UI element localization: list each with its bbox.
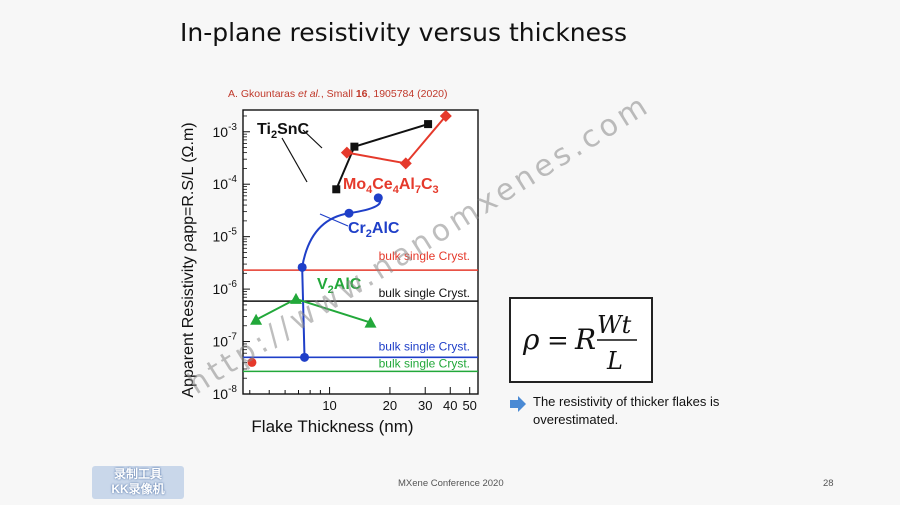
data-point bbox=[332, 185, 341, 194]
bulk-reference-label: bulk single Cryst. bbox=[379, 249, 470, 263]
data-point bbox=[373, 193, 383, 203]
y-tick-label: 10-8 bbox=[213, 384, 238, 402]
label-pointer-line bbox=[319, 213, 349, 227]
svg-text:Wt: Wt bbox=[597, 311, 632, 339]
y-tick-label: 10-5 bbox=[213, 227, 238, 245]
resistivity-equation: ρ = R Wt L bbox=[522, 311, 637, 375]
data-point bbox=[250, 313, 263, 325]
arrow-right-icon bbox=[510, 396, 526, 412]
bulk-reference-label: bulk single Cryst. bbox=[379, 286, 470, 300]
conference-footer: MXene Conference 2020 bbox=[398, 478, 504, 489]
y-tick-label: 10-3 bbox=[213, 122, 238, 140]
equation-box: ρ = R Wt L bbox=[509, 297, 653, 383]
series-label: V2AlC bbox=[317, 276, 362, 296]
y-axis-label: Apparent Resistivity ρapp=R.S/L (Ω.m) bbox=[180, 122, 197, 397]
series-label: Mo4Ce4Al7C3 bbox=[343, 176, 439, 196]
data-point bbox=[439, 109, 452, 122]
data-point bbox=[424, 120, 433, 129]
data-point bbox=[344, 208, 354, 218]
svg-text:L: L bbox=[606, 347, 623, 375]
citation-volume: 16 bbox=[355, 88, 368, 100]
citation: A. Gkountaras et al., Small 16, 1905784 … bbox=[228, 88, 448, 100]
page-number: 28 bbox=[823, 478, 834, 489]
citation-authors: A. Gkountaras bbox=[228, 88, 299, 100]
citation-etal: et al. bbox=[298, 88, 321, 100]
recorder-watermark-badge: 录制工具 KK录像机 bbox=[92, 466, 184, 499]
series-label: Cr2AlC bbox=[348, 220, 400, 240]
slide-title: In-plane resistivity versus thickness bbox=[180, 18, 628, 47]
data-point bbox=[300, 352, 310, 362]
y-tick-label: 10-4 bbox=[213, 174, 238, 192]
y-tick-label: 10-7 bbox=[213, 332, 238, 350]
y-tick-label: 10-6 bbox=[213, 279, 238, 297]
data-point bbox=[247, 357, 257, 367]
label-pointer-line bbox=[281, 137, 308, 183]
data-point bbox=[340, 146, 353, 159]
stamp-line-2: KK录像机 bbox=[111, 482, 165, 496]
x-tick-label: 50 bbox=[462, 398, 476, 413]
svg-text:ρ: ρ bbox=[522, 323, 540, 356]
x-tick-label: 20 bbox=[383, 398, 397, 413]
citation-journal: , Small bbox=[320, 88, 356, 100]
x-tick-label: 40 bbox=[443, 398, 457, 413]
data-point bbox=[297, 262, 307, 272]
x-tick-label: 10 bbox=[322, 398, 336, 413]
plot-frame bbox=[242, 109, 479, 395]
label-pointer-line bbox=[302, 129, 323, 149]
svg-text:R: R bbox=[574, 323, 596, 356]
bulk-reference-label: bulk single Cryst. bbox=[379, 356, 470, 370]
conclusion-text: The resistivity of thicker flakes is ove… bbox=[533, 394, 720, 427]
data-point bbox=[364, 316, 377, 328]
svg-text:=: = bbox=[547, 326, 569, 356]
x-axis-label: Flake Thickness (nm) bbox=[251, 417, 413, 436]
data-point bbox=[350, 142, 359, 151]
x-tick-label: 30 bbox=[418, 398, 432, 413]
data-point bbox=[399, 157, 412, 170]
citation-rest: , 1905784 (2020) bbox=[367, 88, 448, 100]
data-point bbox=[289, 292, 302, 304]
stamp-line-1: 录制工具 bbox=[113, 467, 162, 481]
bulk-reference-label: bulk single Cryst. bbox=[379, 339, 470, 353]
series-label: Ti2SnC bbox=[257, 121, 310, 141]
